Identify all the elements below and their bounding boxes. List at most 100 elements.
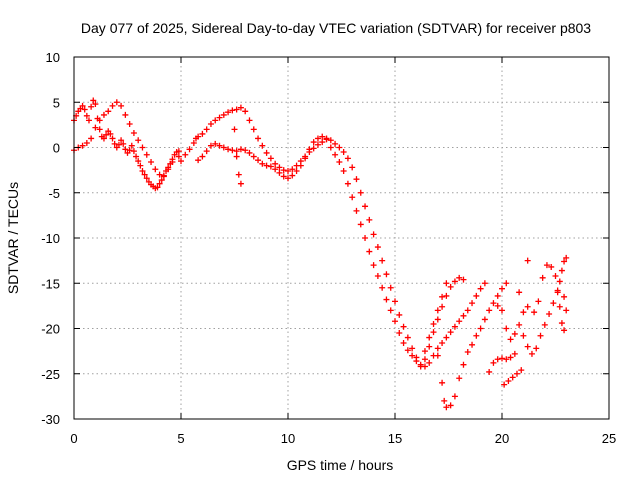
data-point [263,162,270,169]
data-point [344,155,351,162]
data-point [192,135,199,142]
data-point [494,302,501,309]
data-point [477,325,484,332]
data-point [280,173,287,180]
data-point [464,307,471,314]
data-point [135,158,142,165]
data-point [246,149,253,156]
data-point [233,148,240,155]
y-tick-label: -30 [41,412,60,427]
data-point [207,120,214,127]
data-point [558,320,565,327]
data-point [216,142,223,149]
data-point [524,257,531,264]
data-point [130,130,137,137]
data-point [494,356,501,363]
data-point [336,158,343,165]
data-point [524,343,531,350]
data-point [319,133,326,140]
data-point [118,102,125,109]
data-point [88,103,95,110]
data-point [109,135,116,142]
data-point [130,148,137,155]
data-point [434,316,441,323]
x-tick-label: 25 [602,431,616,446]
data-point [366,216,373,223]
data-point [158,177,165,184]
data-point [182,151,189,158]
data-point [421,356,428,363]
data-point [561,258,568,265]
data-point [417,363,424,370]
data-point [92,124,99,131]
data-point [520,309,527,316]
data-point [533,345,540,352]
data-point [379,284,386,291]
data-point [111,140,118,147]
data-point [267,155,274,162]
y-tick-label: -25 [41,367,60,382]
data-point [203,126,210,133]
data-point [115,141,122,148]
data-point [550,300,557,307]
data-point [477,285,484,292]
data-point [387,307,394,314]
data-point [83,112,90,119]
x-tick-label: 15 [388,431,402,446]
data-point [340,149,347,156]
data-point [280,167,287,174]
data-point [302,155,309,162]
data-point [439,379,446,386]
data-point [409,345,416,352]
data-point [107,130,114,137]
data-point [441,397,448,404]
data-point [516,289,523,296]
data-point [421,348,428,355]
data-point [118,137,125,144]
data-point [175,148,182,155]
data-point [548,263,555,270]
data-point [267,163,274,170]
data-point [392,318,398,325]
data-point [349,194,356,201]
data-point [513,370,520,377]
data-point [160,173,167,180]
data-point [96,117,103,124]
data-point [143,175,150,182]
data-point [332,140,339,147]
data-point [362,203,369,210]
x-axis-label: GPS time / hours [287,457,394,473]
data-point [310,139,317,146]
data-point [357,189,364,196]
data-point [469,300,476,307]
data-point [353,207,360,214]
data-point [314,135,321,142]
data-point [396,311,403,318]
data-point [126,120,133,127]
data-point [447,329,454,336]
data-point [332,151,339,158]
data-point [426,343,433,350]
data-point [100,135,107,142]
data-point [323,135,330,142]
data-point [105,108,112,115]
data-point [503,325,510,332]
data-point [447,283,454,290]
data-point [156,180,163,187]
y-tick-label: 10 [46,50,60,65]
data-point [212,140,219,147]
data-point [344,180,351,187]
data-point [460,312,467,319]
y-tick-label: -20 [41,322,60,337]
data-point [255,135,262,142]
data-point [528,350,535,357]
data-point [310,145,317,152]
y-tick-label: -5 [48,186,60,201]
data-point [349,164,356,171]
data-point [319,139,326,146]
data-point [229,107,236,114]
data-point [186,146,193,153]
data-point [383,271,390,278]
data-point [404,334,411,341]
